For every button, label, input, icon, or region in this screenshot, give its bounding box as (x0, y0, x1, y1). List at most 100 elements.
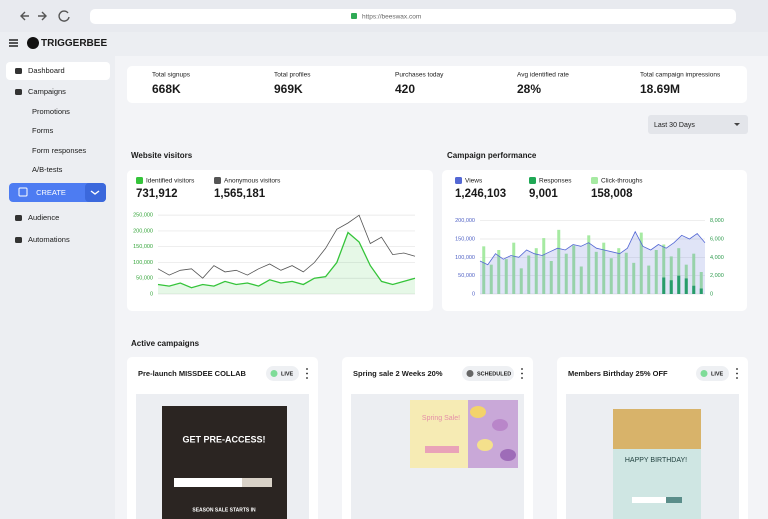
y2-tick-label: 4,000 (710, 255, 724, 261)
legend-label: Responses (539, 178, 572, 185)
nav-icon (15, 237, 22, 243)
lock (351, 13, 357, 19)
stat-value: 28% (517, 82, 541, 96)
series-total: 158,008 (591, 188, 633, 200)
status-dot (270, 370, 278, 377)
bar (482, 246, 486, 294)
legend-swatch (455, 177, 462, 184)
bar (542, 238, 546, 294)
y-tick-label: 150,000 (455, 236, 475, 242)
series-total: 1,246,103 (455, 188, 506, 200)
section-title: Active campaigns (131, 339, 200, 348)
bar (677, 248, 681, 294)
y-tick-label: 50,000 (458, 273, 475, 279)
section-title: Website visitors (131, 151, 193, 160)
y2-tick-label: 2,000 (710, 273, 724, 279)
create-dropdown[interactable] (85, 183, 106, 202)
nav-icon (15, 89, 22, 95)
popup-button (242, 478, 272, 487)
y2-tick-label: 0 (710, 291, 713, 297)
bar (497, 250, 501, 294)
legend-swatch (136, 177, 143, 184)
section-title: Campaign performance (447, 151, 537, 160)
create-icon (18, 187, 28, 197)
create-button[interactable] (9, 183, 106, 202)
bar (557, 229, 561, 294)
bar (519, 268, 523, 294)
bar (602, 242, 606, 294)
campaign-name: Members Birthday 25% OFF (568, 369, 668, 378)
area (480, 231, 705, 294)
nav-item[interactable]: A/B-tests (32, 165, 63, 174)
bar (564, 253, 568, 294)
y-tick-label: 250,000 (133, 213, 153, 219)
y-tick-label: 200,000 (455, 218, 475, 224)
menu-dot (736, 372, 738, 375)
y-tick-label: 0 (472, 291, 475, 297)
nav-item[interactable]: Automations (28, 235, 70, 244)
nav-item[interactable]: Campaigns (28, 87, 66, 96)
reload[interactable] (58, 10, 70, 22)
bar (489, 264, 493, 294)
popup-headline: Spring Sale! (422, 415, 460, 422)
menu-dot (521, 377, 523, 379)
nav-item[interactable]: Form responses (32, 146, 86, 155)
stat-value: 420 (395, 82, 415, 96)
menu-dot (521, 372, 523, 375)
menu[interactable] (9, 39, 18, 47)
chevron (90, 190, 100, 195)
popup-headline: HAPPY BIRTHDAY! (625, 457, 687, 464)
stat-value: 668K (152, 82, 181, 96)
line (157, 214, 416, 279)
bar (579, 266, 583, 294)
bar (527, 255, 531, 294)
bar (617, 248, 621, 294)
stat-label: Total profiles (274, 72, 311, 79)
bar (609, 258, 613, 294)
nav-item[interactable]: Dashboard (28, 66, 65, 75)
y2-tick-label: 8,000 (710, 218, 724, 224)
popup-input (632, 497, 666, 503)
url-bar[interactable] (90, 9, 736, 24)
nav-item[interactable]: Forms (32, 126, 53, 135)
nav-item[interactable]: Promotions (32, 107, 70, 116)
bar (669, 256, 673, 294)
line (479, 230, 706, 266)
bar (549, 261, 553, 294)
date-filter-label: Last 30 Days (654, 122, 695, 129)
popup-input (174, 478, 242, 487)
nav-arrows[interactable] (20, 11, 47, 21)
logo (27, 37, 39, 49)
bar (572, 245, 576, 294)
bar (587, 235, 591, 294)
legend-label: Anonymous visitors (224, 178, 281, 185)
brand: TRIGGERBEE (41, 38, 107, 49)
popup-headline: GET PRE-ACCESS! (182, 434, 265, 444)
legend-label: Click-throughs (601, 178, 643, 185)
series-total: 9,001 (529, 188, 558, 200)
create-label: CREATE (36, 188, 66, 197)
nav-icon (15, 215, 22, 221)
stat-label: Total signups (152, 72, 191, 79)
legend-label: Identified visitors (146, 178, 195, 185)
bar (639, 232, 643, 294)
status-pill (696, 366, 729, 381)
y-tick-label: 100,000 (455, 255, 475, 261)
status: SCHEDULED (477, 371, 511, 377)
popup (162, 406, 287, 519)
bar (504, 259, 508, 294)
bar (512, 242, 516, 294)
caret (734, 123, 740, 126)
line (157, 231, 416, 289)
menu-dot (521, 368, 523, 370)
popup-button (425, 446, 459, 453)
date-filter[interactable] (648, 115, 748, 134)
popup-button (666, 497, 682, 503)
nav-active (6, 62, 110, 80)
stat-label: Avg identified rate (517, 72, 569, 79)
nav-item[interactable]: Audience (28, 213, 59, 222)
menu-dot (736, 368, 738, 370)
bar (594, 251, 598, 294)
bar (699, 272, 703, 294)
